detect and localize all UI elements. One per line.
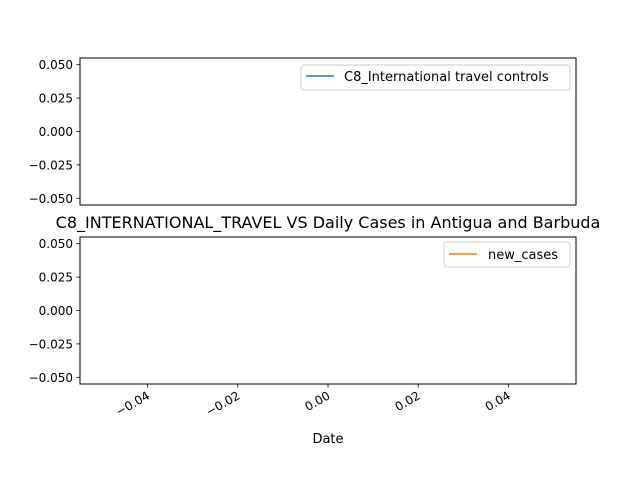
bottom-legend-box [443, 241, 571, 268]
bottom-chart-title: C8_INTERNATIONAL_TRAVEL VS Daily Cases i… [56, 213, 601, 233]
bottom-x-axis-label: Date [312, 432, 343, 447]
bottom-legend-label: new_cases [488, 248, 558, 263]
bottom-y-tick-label: −0.025 [29, 337, 73, 351]
top-subplot: 0.050 0.025 0.000 −0.025 −0.050 C8_Internati… [29, 57, 577, 206]
bottom-y-tick-label: 0.025 [39, 271, 73, 285]
top-y-tick-label: 0.000 [39, 125, 73, 139]
top-legend: C8_International travel controls [300, 64, 571, 91]
bottom-y-tick-label: 0.050 [39, 237, 73, 251]
top-y-tick-label: −0.050 [29, 192, 73, 206]
bottom-y-axis: 0.050 0.025 0.000 −0.025 −0.050 [29, 237, 80, 385]
bottom-y-tick-label: 0.000 [39, 304, 73, 318]
top-legend-label: C8_International travel controls [344, 70, 549, 85]
top-y-tick-label: −0.025 [29, 158, 73, 172]
bottom-legend: new_cases [443, 241, 571, 268]
top-y-tick-label: 0.025 [39, 92, 73, 106]
top-y-tick-label: 0.050 [39, 58, 73, 72]
bottom-y-tick-label: −0.050 [29, 371, 73, 385]
top-legend-box [300, 64, 571, 91]
top-y-axis: 0.050 0.025 0.000 −0.025 −0.050 [29, 58, 80, 206]
